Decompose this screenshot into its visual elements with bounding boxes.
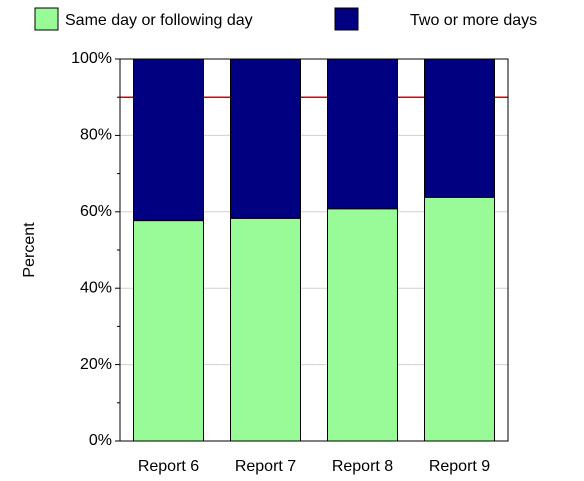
legend-swatch bbox=[34, 7, 59, 31]
plot-frame bbox=[119, 58, 509, 442]
bar-segment bbox=[230, 217, 301, 442]
bar-segment bbox=[327, 58, 398, 210]
y-tick-label: 40% bbox=[80, 279, 112, 296]
bar-segment bbox=[424, 196, 495, 442]
legend-label: Two or more days bbox=[410, 12, 537, 29]
y-tick-label: 0% bbox=[89, 432, 112, 449]
bar-segment bbox=[327, 208, 398, 442]
y-tick-label: 80% bbox=[80, 127, 112, 144]
bar-segment bbox=[133, 58, 204, 222]
x-tick-label: Report 9 bbox=[429, 458, 490, 475]
y-tick-label: 60% bbox=[80, 203, 112, 220]
legend-label: Same day or following day bbox=[65, 12, 253, 29]
y-axis-label: Percent bbox=[21, 222, 38, 278]
bar-segment bbox=[133, 220, 204, 442]
y-tick-label: 100% bbox=[71, 50, 112, 67]
bar-segment bbox=[230, 58, 301, 219]
x-tick-label: Report 8 bbox=[332, 458, 393, 475]
bar-segment bbox=[424, 58, 495, 198]
legend-swatch bbox=[334, 7, 359, 31]
x-tick-label: Report 7 bbox=[235, 458, 296, 475]
y-tick-label: 20% bbox=[80, 356, 112, 373]
x-tick-label: Report 6 bbox=[138, 458, 199, 475]
